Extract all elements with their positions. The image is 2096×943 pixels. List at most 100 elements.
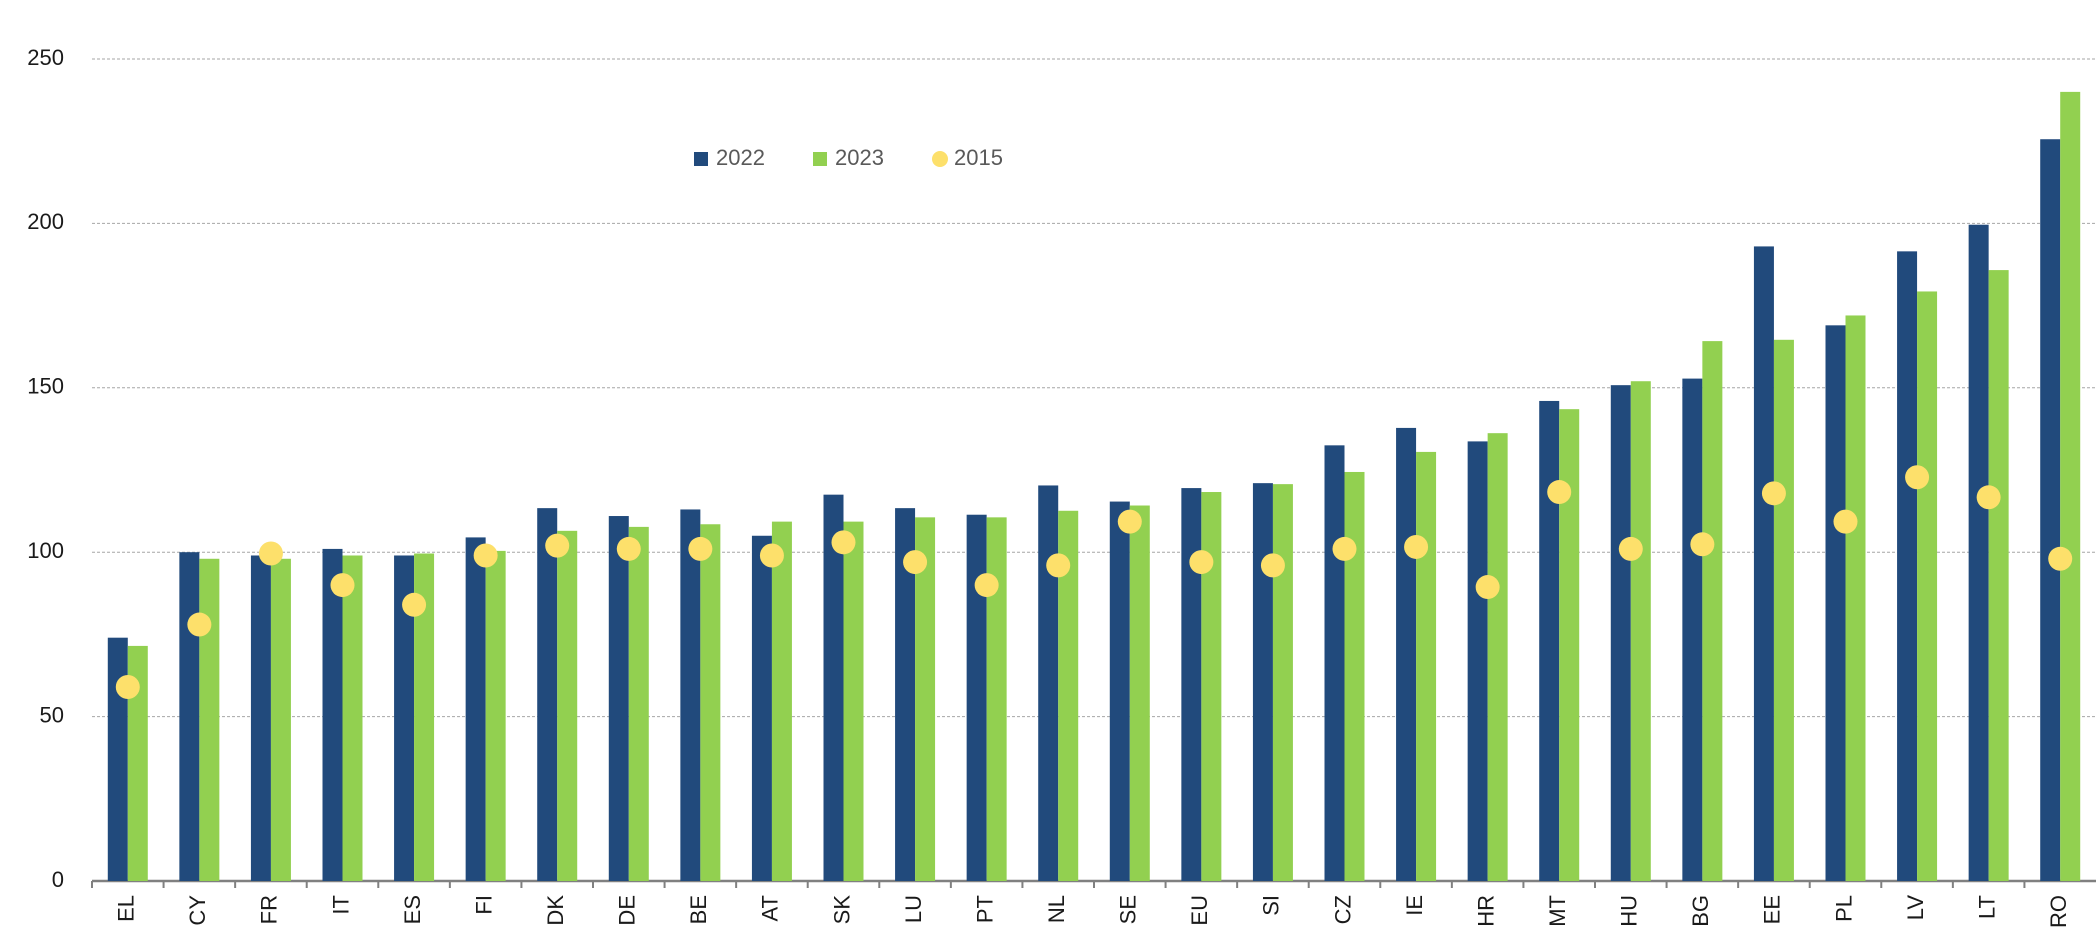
x-tick-label: DE	[615, 895, 640, 926]
bar	[823, 494, 844, 881]
bar	[680, 509, 701, 881]
x-tick-label: CZ	[1330, 895, 1355, 924]
dot	[1260, 553, 1285, 578]
x-tick-label: EU	[1187, 895, 1212, 926]
bar	[1416, 451, 1437, 881]
y-tick-label: 100	[27, 538, 64, 563]
x-tick-label: LU	[901, 895, 926, 923]
dot	[759, 543, 784, 568]
bar	[1610, 385, 1631, 881]
bar	[1181, 488, 1202, 881]
bar	[342, 555, 363, 881]
dot	[402, 592, 427, 617]
bar	[394, 555, 415, 881]
x-tick-label: CY	[185, 895, 210, 926]
dot	[831, 530, 856, 555]
x-tick-label: IT	[328, 895, 353, 915]
legend-marker	[694, 152, 708, 166]
dot	[473, 543, 498, 568]
x-tick-label: BE	[686, 895, 711, 924]
dot	[1404, 534, 1429, 559]
x-tick-label: PL	[1831, 895, 1856, 922]
x-tick-label: EL	[114, 895, 139, 922]
x-tick-label: PT	[972, 895, 997, 923]
y-tick-label: 0	[52, 867, 64, 892]
bar	[1487, 433, 1508, 881]
bar	[485, 550, 506, 881]
bar	[1272, 484, 1293, 881]
dot	[688, 536, 713, 561]
bar	[628, 526, 649, 881]
dot	[1976, 485, 2001, 510]
y-tick-label: 50	[40, 702, 64, 727]
dot	[1475, 575, 1500, 600]
x-tick-label: DK	[543, 895, 568, 926]
bar	[557, 530, 578, 881]
bar	[1396, 427, 1417, 881]
y-tick-label: 250	[27, 45, 64, 70]
bar	[199, 558, 220, 881]
x-tick-label: EE	[1760, 895, 1785, 924]
x-tick-label: LV	[1903, 895, 1928, 921]
x-tick-label: IE	[1402, 895, 1427, 916]
x-tick-label: SK	[829, 895, 854, 925]
bar	[1201, 492, 1222, 881]
bar	[1773, 339, 1794, 882]
x-tick-label: AT	[758, 895, 783, 921]
legend-label: 2015	[954, 145, 1003, 170]
legend-label: 2023	[835, 145, 884, 170]
x-tick-label: FI	[471, 895, 496, 915]
x-tick-label: ES	[400, 895, 425, 924]
bar	[751, 535, 772, 881]
bar	[1129, 505, 1150, 881]
bar	[1324, 445, 1345, 881]
bar	[1682, 378, 1703, 881]
bar	[1630, 381, 1651, 881]
bar	[1845, 315, 1866, 881]
dot	[1618, 536, 1643, 561]
bar	[1038, 485, 1059, 881]
bar	[127, 645, 148, 881]
bar	[966, 514, 987, 881]
bar	[1467, 441, 1488, 881]
bar	[270, 558, 291, 881]
dot	[1189, 550, 1214, 575]
bar	[1753, 246, 1774, 881]
legend: 2022 2023 2015	[694, 145, 1003, 170]
bar	[1109, 501, 1130, 881]
legend-marker	[813, 152, 827, 166]
bar	[322, 548, 343, 881]
bar	[179, 552, 200, 881]
bar	[2040, 139, 2061, 882]
bar	[771, 521, 792, 881]
bar	[465, 537, 486, 881]
bar	[915, 517, 936, 881]
bar	[608, 516, 629, 881]
dot	[1761, 481, 1786, 506]
bar	[2060, 91, 2081, 881]
bar	[1058, 510, 1079, 881]
dot	[1547, 480, 1572, 505]
bar	[250, 555, 271, 881]
legend-label: 2022	[716, 145, 765, 170]
dot	[1046, 553, 1071, 578]
x-tick-label: RO	[2046, 895, 2071, 928]
bar	[895, 508, 916, 881]
dot	[187, 612, 212, 637]
bar	[1825, 325, 1846, 881]
x-tick-label: MT	[1545, 895, 1570, 927]
dot	[616, 536, 641, 561]
bar	[1988, 270, 2009, 881]
x-tick-label: NL	[1044, 895, 1069, 923]
x-tick-label: HR	[1473, 895, 1498, 927]
dot	[545, 533, 570, 558]
x-tick-label: HU	[1617, 895, 1642, 927]
bar	[1344, 471, 1365, 881]
bar	[1968, 224, 1989, 881]
dot	[1332, 536, 1357, 561]
dot	[974, 573, 999, 598]
bar	[1702, 341, 1723, 881]
dot	[1833, 509, 1858, 534]
bar	[537, 508, 558, 881]
bar	[107, 637, 128, 881]
